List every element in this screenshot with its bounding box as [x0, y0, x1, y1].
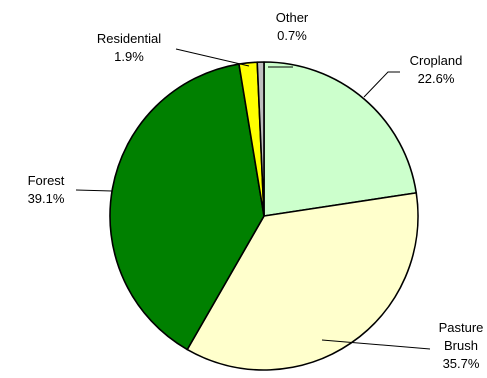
- slice-labels: Cropland 22.6% Pasture Brush 35.7% Forest 39.1…: [28, 10, 484, 371]
- slice-name-label: Pasture: [439, 320, 484, 335]
- leader-line-forest: [75, 189, 113, 192]
- slice-name-label: Other: [276, 10, 309, 25]
- pie-slice-cropland: [263, 61, 418, 217]
- slice-name-label: Residential: [97, 31, 161, 46]
- slice-label-cropland: Cropland 22.6%: [410, 53, 463, 86]
- pie-slice-forest: [109, 63, 265, 351]
- slice-value-label: 0.7%: [277, 28, 307, 43]
- leader-line-cropland: [363, 71, 400, 98]
- leader-line-residential: [175, 48, 250, 67]
- slice-label-pasture-brush: Pasture Brush 35.7%: [439, 320, 484, 371]
- pie-slice-other: [256, 61, 265, 217]
- slice-label-forest: Forest 39.1%: [28, 173, 65, 206]
- pie-slice-pasture-brush: [186, 192, 419, 371]
- slice-value-label: 39.1%: [28, 191, 65, 206]
- slice-value-label: 22.6%: [418, 71, 455, 86]
- slice-value-label: 35.7%: [443, 356, 480, 371]
- slice-name-label: Forest: [28, 173, 65, 188]
- slice-name-label: Brush: [444, 338, 478, 353]
- leader-lines: [75, 48, 431, 350]
- slice-label-residential: Residential 1.9%: [97, 31, 161, 64]
- pie-slices: [109, 61, 419, 371]
- slice-value-label: 1.9%: [114, 49, 144, 64]
- slice-label-other: Other 0.7%: [276, 10, 309, 43]
- slice-name-label: Cropland: [410, 53, 463, 68]
- leader-line-pasture-brush: [321, 339, 431, 350]
